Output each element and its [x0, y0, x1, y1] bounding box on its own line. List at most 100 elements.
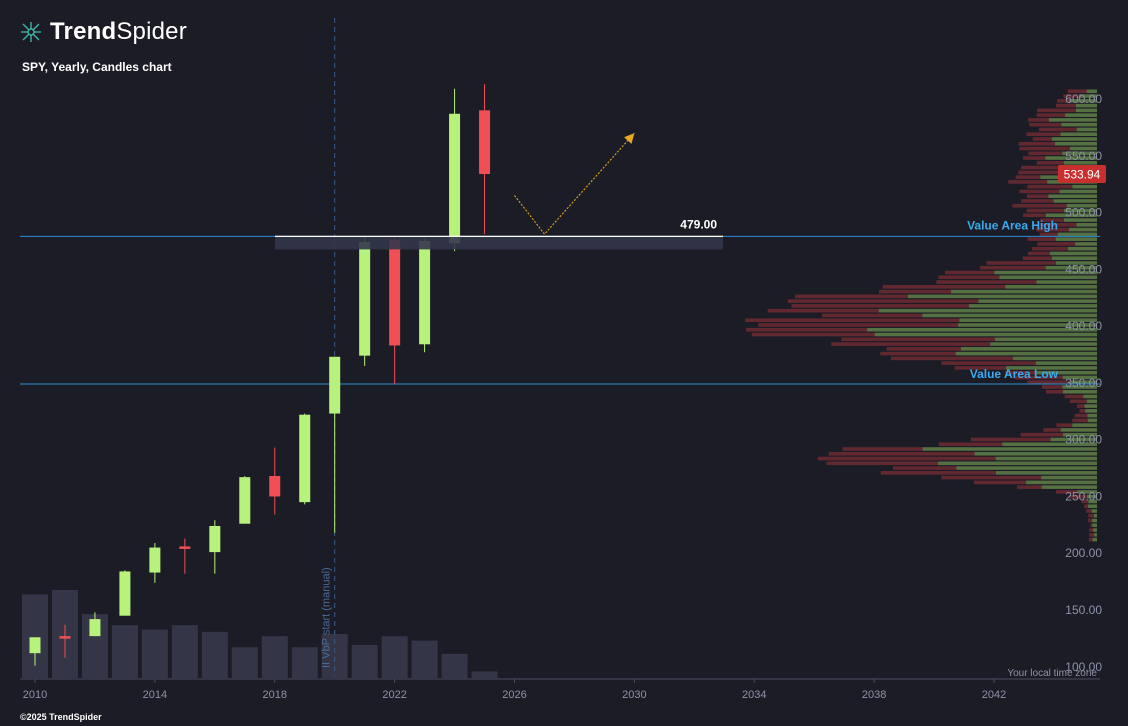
- profile-bar-sell: [767, 308, 879, 313]
- vbp-start-marker[interactable]: II VbP start (manual): [321, 18, 336, 676]
- brand-name-light: Spider: [116, 18, 187, 45]
- profile-bar-buy: [978, 299, 1097, 303]
- profile-bar-buy: [1077, 490, 1097, 494]
- profile-bar-buy: [1086, 399, 1097, 404]
- profile-bar-sell: [886, 347, 961, 351]
- level-label: 479.00: [680, 217, 717, 231]
- profile-bar-sell: [1021, 199, 1054, 203]
- y-tick-label: 550.00: [1065, 149, 1102, 163]
- profile-bar-sell: [1040, 218, 1064, 222]
- volume-profile: [745, 89, 1097, 542]
- profile-bar-buy: [937, 461, 1097, 466]
- profile-bar-buy: [1055, 237, 1097, 241]
- profile-bar-buy: [1088, 499, 1097, 504]
- profile-bar-sell: [1018, 141, 1055, 146]
- profile-bar-buy: [1060, 132, 1097, 137]
- last-price-label: 533.94: [1064, 168, 1101, 182]
- profile-bar-buy: [994, 270, 1097, 275]
- projection-arrow-path: [514, 132, 635, 235]
- profile-bar-buy: [955, 351, 1097, 356]
- profile-bar-sell: [974, 480, 1027, 485]
- candle-body: [179, 546, 191, 549]
- candle-body: [419, 240, 431, 345]
- profile-bar-sell: [1057, 99, 1070, 103]
- profile-bar-buy: [1076, 223, 1097, 227]
- profile-bar-buy: [1063, 208, 1097, 213]
- profile-bar-buy: [922, 447, 1097, 451]
- x-axis: 2010 2014 2018 2022 2026 2030 2034 2038 2042Your…: [20, 668, 1100, 701]
- profile-bar-sell: [1036, 161, 1064, 165]
- profile-bar-buy: [1045, 265, 1097, 270]
- volume-bar: [111, 625, 138, 678]
- profile-bar-sell: [821, 313, 923, 318]
- profile-bar-buy: [1035, 361, 1097, 365]
- volume-layer: [22, 590, 498, 678]
- profile-bar-buy: [1036, 370, 1097, 375]
- volume-bar: [171, 625, 198, 678]
- profile-bar-buy: [908, 294, 1097, 299]
- profile-bar-buy: [1041, 475, 1097, 480]
- profile-bar-buy: [1094, 533, 1097, 537]
- profile-bar-buy: [1087, 504, 1097, 509]
- profile-bar-sell: [1064, 394, 1084, 399]
- value-area-high-label: Value Area High: [967, 218, 1058, 232]
- profile-bar-sell: [826, 461, 938, 466]
- profile-bar-sell: [1022, 256, 1053, 261]
- profile-bar-sell: [1046, 389, 1063, 394]
- profile-bar-buy: [1092, 523, 1097, 528]
- profile-bar-sell: [1005, 370, 1037, 375]
- profile-bar-buy: [1052, 256, 1097, 261]
- profile-bar-sell: [1083, 504, 1088, 509]
- candle-body: [89, 619, 101, 637]
- y-tick-label: 350.00: [1065, 376, 1102, 390]
- volume-bar: [231, 647, 258, 678]
- projection-arrow-head: [624, 133, 635, 144]
- profile-bar-buy: [867, 327, 1097, 332]
- profile-bar-buy: [956, 466, 1097, 470]
- profile-bar-buy: [878, 308, 1097, 313]
- profile-bar-sell: [828, 451, 975, 456]
- profile-bar-sell: [1028, 151, 1063, 156]
- profile-bar-sell: [1019, 146, 1070, 151]
- profile-bar-sell: [1026, 208, 1064, 213]
- profile-bar-buy: [1063, 161, 1097, 165]
- profile-bar-buy: [1048, 118, 1097, 122]
- profile-bar-sell: [1067, 89, 1087, 94]
- profile-bar-sell: [746, 327, 868, 332]
- profile-bar-sell: [1074, 413, 1088, 418]
- profile-bar-sell: [1070, 399, 1087, 404]
- profile-bar-sell: [936, 280, 1037, 284]
- profile-bar-sell: [1086, 509, 1092, 513]
- profile-bar-buy: [968, 304, 1097, 308]
- profile-bar-buy: [1066, 203, 1097, 208]
- candle-body: [209, 525, 221, 553]
- trendspider-logo-icon: [21, 22, 41, 42]
- profile-bar-sell: [986, 261, 1056, 265]
- y-tick-label: 300.00: [1065, 433, 1102, 447]
- profile-bar-buy: [1072, 184, 1097, 189]
- profile-bar-sell: [1032, 246, 1068, 251]
- profile-bar-buy: [1050, 437, 1097, 442]
- x-tick-label: 2022: [382, 689, 406, 701]
- profile-bar-buy: [1055, 261, 1097, 265]
- profile-bar-sell: [1023, 213, 1046, 218]
- profile-bar-buy: [1087, 418, 1097, 423]
- profile-bar-sell: [941, 475, 1042, 480]
- profile-bar-buy: [951, 289, 1097, 294]
- profile-bar-buy: [999, 275, 1097, 280]
- profile-bar-sell: [1008, 180, 1048, 184]
- profile-bar-sell: [1029, 122, 1062, 127]
- profile-bar-sell: [1028, 118, 1049, 122]
- candle-body: [119, 571, 131, 616]
- brand-name: TrendSpider: [50, 18, 187, 46]
- profile-bar-sell: [1018, 170, 1059, 175]
- profile-bar-sell: [1017, 485, 1042, 489]
- last-price-tag: [1058, 165, 1106, 184]
- profile-bar-sell: [1014, 375, 1063, 380]
- y-tick-label: 200.00: [1065, 546, 1102, 560]
- annotations-layer: 479.00 533.94: [275, 132, 1106, 250]
- profile-bar-buy: [958, 323, 1097, 327]
- profile-bar-buy: [1063, 218, 1097, 222]
- y-tick-label: 100.00: [1065, 660, 1102, 674]
